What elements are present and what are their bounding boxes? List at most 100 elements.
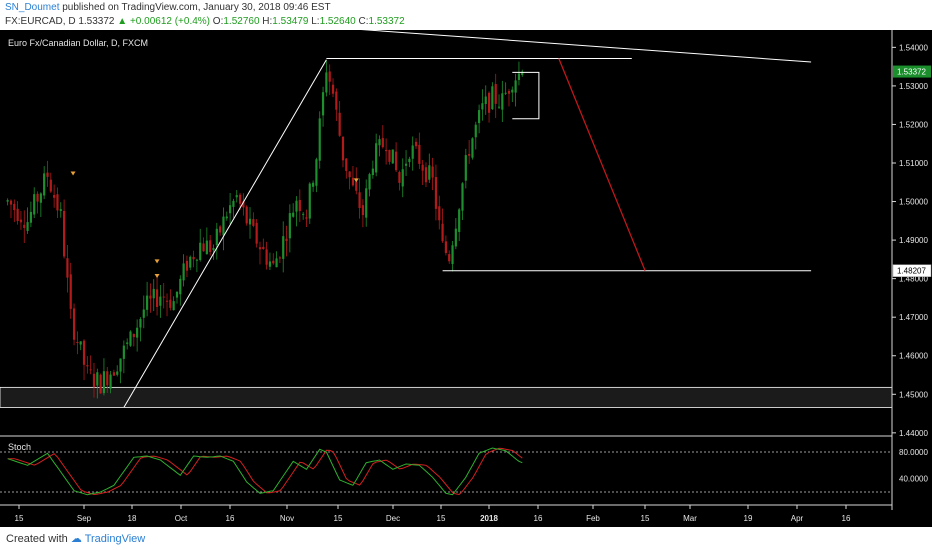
candle-body — [507, 90, 511, 94]
candle — [89, 355, 92, 375]
stoch-tick-label: 80.0000 — [899, 448, 928, 457]
candle — [136, 319, 139, 352]
signal-marker-icon — [154, 274, 160, 279]
candle — [315, 157, 318, 193]
candle — [169, 289, 172, 311]
candle-body — [212, 247, 215, 251]
candle — [295, 196, 298, 227]
candle-body — [434, 177, 438, 209]
candle-body — [169, 299, 172, 308]
footer: Created with ☁ TradingView — [0, 527, 932, 550]
tradingview-link[interactable]: TradingView — [84, 533, 146, 545]
candle — [494, 73, 497, 119]
candle-body — [302, 213, 305, 215]
candle — [478, 104, 481, 134]
candle-body — [69, 274, 72, 309]
candle — [212, 244, 215, 260]
candle-body — [514, 80, 517, 93]
candle — [265, 241, 268, 270]
candle — [458, 207, 461, 242]
candle-body — [159, 296, 162, 306]
candle — [159, 285, 162, 318]
candle-body — [295, 200, 298, 212]
candle — [92, 362, 96, 398]
chart-canvas[interactable]: Euro Fx/Canadian Dollar, D, FXCM Stoch 80… — [0, 30, 932, 527]
candle-body — [205, 240, 208, 255]
candle-body — [19, 219, 23, 223]
candle — [424, 162, 428, 188]
candle-body — [511, 89, 514, 93]
target-price-label: 1.48207 — [897, 267, 926, 276]
candle-body — [232, 200, 235, 207]
candle-body — [248, 218, 252, 225]
low-label: L: — [311, 16, 320, 27]
candle-body — [146, 295, 149, 310]
publish-info: published on TradingView.com, January 30… — [62, 2, 331, 13]
candle-body — [517, 73, 521, 80]
candle-body — [66, 258, 69, 278]
candle — [142, 295, 145, 329]
candle-body — [491, 86, 494, 110]
candle-body — [262, 246, 265, 250]
price-tick-label: 1.54000 — [899, 43, 928, 52]
candle-body — [361, 205, 364, 216]
candle — [441, 208, 444, 243]
candle-body — [345, 158, 348, 172]
candle-body — [152, 288, 155, 299]
candle — [285, 225, 288, 257]
candle-body — [458, 209, 461, 232]
candle-body — [451, 245, 454, 264]
last-price-label: 1.53372 — [897, 68, 926, 77]
candle-body — [454, 228, 457, 247]
open-value: 1.52760 — [223, 16, 260, 27]
candle-body — [282, 236, 285, 259]
candle — [33, 187, 36, 219]
price-change: ▲ +0.00612 (+0.4%) — [117, 16, 211, 27]
candle-body — [378, 139, 381, 146]
candle — [514, 73, 517, 107]
candle — [116, 365, 119, 377]
candle — [155, 274, 159, 316]
candle — [428, 153, 431, 183]
candle-body — [365, 188, 368, 218]
candle — [278, 256, 281, 264]
candle-body — [82, 340, 86, 365]
price-tick-label: 1.46000 — [899, 352, 928, 361]
price-tick-label: 1.52000 — [899, 120, 928, 129]
candle-body — [487, 92, 491, 113]
candle — [39, 192, 42, 218]
candle — [464, 148, 467, 189]
tradingview-logo-icon: ☁ — [70, 533, 82, 545]
candles — [6, 60, 524, 399]
candle-body — [325, 72, 328, 93]
candle-body — [222, 216, 225, 236]
price-tick-label: 1.44000 — [899, 429, 928, 438]
candle-body — [305, 217, 308, 219]
candle-body — [312, 182, 315, 187]
candle — [46, 160, 49, 187]
candle — [368, 172, 371, 197]
candle-body — [321, 92, 325, 116]
candle-body — [504, 92, 507, 94]
candle — [195, 258, 198, 273]
candle-body — [448, 254, 451, 262]
candle — [229, 193, 232, 225]
candle — [165, 293, 169, 317]
candle-body — [46, 172, 49, 177]
downtrend-line — [361, 30, 812, 63]
time-tick-label: Apr — [791, 514, 804, 523]
projected-move-line — [558, 58, 646, 271]
candle-body — [484, 96, 487, 104]
author-link[interactable]: SN_Doumet — [5, 2, 60, 13]
candle-body — [481, 103, 484, 110]
candle — [23, 210, 26, 243]
candle-body — [139, 319, 142, 328]
candle — [36, 191, 39, 214]
price-tick-label: 1.49000 — [899, 236, 928, 245]
candle — [245, 205, 248, 226]
candle — [395, 142, 398, 172]
price-tick-label: 1.47000 — [899, 313, 928, 322]
candle — [521, 69, 524, 77]
candle — [86, 356, 89, 374]
candle — [102, 358, 106, 396]
